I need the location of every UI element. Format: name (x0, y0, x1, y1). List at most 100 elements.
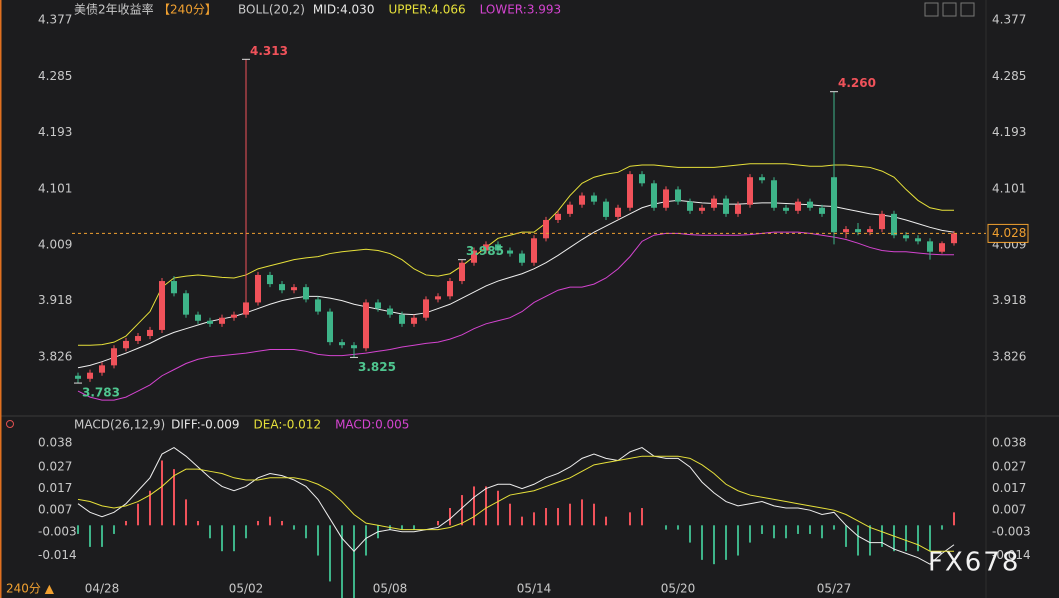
extreme-label: 4.313 (250, 44, 288, 58)
candle-body (891, 213, 897, 236)
candle-body (255, 274, 261, 303)
toolbar (924, 2, 975, 17)
candle-body (171, 281, 177, 294)
candle-body (147, 329, 153, 337)
candle-body (351, 345, 357, 349)
candle-body (843, 229, 849, 233)
legend-item: LOWER:3.993 (480, 3, 562, 17)
settings-icon[interactable] (6, 420, 14, 428)
candle-body (267, 274, 273, 285)
candle-body (159, 281, 165, 330)
y-tick-label: 4.193 (38, 125, 72, 139)
y-tick-label: 0.027 (992, 459, 1026, 473)
candle-body (339, 342, 345, 346)
legend-item: DEA:-0.012 (254, 418, 322, 432)
y-tick-label: 0.017 (38, 481, 72, 495)
legend-item: MACD:0.005 (335, 418, 409, 432)
period-label[interactable]: 【240分】 (158, 3, 217, 17)
x-tick-label: 05/02 (229, 582, 264, 596)
candle-body (723, 198, 729, 214)
candle-body (531, 238, 537, 263)
tool-button[interactable] (960, 2, 975, 17)
candle-body (459, 262, 465, 282)
y-tick-label: 4.285 (38, 69, 72, 83)
candle-body (867, 229, 873, 233)
y-tick-label: 4.193 (992, 125, 1026, 139)
candle-body (519, 253, 525, 263)
legend-item: UPPER:4.066 (388, 3, 465, 17)
candle-body (939, 243, 945, 252)
candle-body (591, 195, 597, 202)
candle-body (387, 308, 393, 315)
candle-body (615, 207, 621, 217)
extreme-label: 3.825 (358, 360, 396, 374)
candle-body (603, 201, 609, 217)
candle-body (195, 314, 201, 321)
legend-item: MID:4.030 (313, 3, 375, 17)
x-tick-label: 05/27 (817, 582, 852, 596)
y-tick-label: 3.826 (992, 349, 1026, 363)
candle-body (327, 311, 333, 343)
indicator-name: MACD(26,12,9) (74, 418, 165, 432)
candle-body (135, 336, 141, 341)
last-price-label: 4.028 (992, 226, 1026, 240)
legend-item: DIFF:-0.009 (171, 418, 239, 432)
candle-body (579, 195, 585, 205)
candle-body (507, 250, 513, 254)
indicator-name: BOLL(20,2) (238, 3, 305, 17)
y-tick-label: -0.003 (38, 524, 77, 538)
candle-body (219, 317, 225, 324)
y-tick-label: 4.285 (992, 69, 1026, 83)
y-tick-label: 0.017 (992, 481, 1026, 495)
y-tick-label: 3.826 (38, 349, 72, 363)
tool-button[interactable] (942, 2, 957, 17)
y-tick-label: 0.007 (992, 503, 1026, 517)
y-tick-label: -0.014 (38, 548, 77, 562)
candle-body (543, 219, 549, 239)
tool-button[interactable] (924, 2, 939, 17)
y-tick-label: 3.918 (992, 293, 1026, 307)
candle-body (75, 375, 81, 379)
candle-body (447, 281, 453, 297)
candle-body (699, 207, 705, 211)
candle-body (375, 302, 381, 309)
candle-body (915, 238, 921, 242)
y-tick-label: 0.038 (992, 436, 1026, 450)
extreme-label: 3.985 (466, 244, 504, 258)
candle-body (555, 213, 561, 220)
candle-body (207, 320, 213, 324)
boll-line (77, 231, 954, 401)
extreme-label: 4.260 (838, 76, 876, 90)
candle-body (471, 250, 477, 263)
candle-body (399, 314, 405, 324)
footer-period[interactable]: 240分 ▲ (6, 582, 55, 596)
candle-body (363, 302, 369, 349)
x-tick-label: 04/28 (85, 582, 120, 596)
candle-body (711, 198, 717, 208)
macd-line (77, 446, 955, 565)
candle-body (675, 189, 681, 202)
candle-body (759, 177, 765, 181)
y-tick-label: 4.101 (992, 181, 1026, 195)
candle-body (639, 174, 645, 184)
candle-body (423, 299, 429, 318)
y-tick-label: -0.014 (992, 548, 1031, 562)
y-tick-label: 0.027 (38, 459, 72, 473)
y-tick-label: -0.003 (992, 524, 1031, 538)
candle-body (879, 213, 885, 230)
candle-body (927, 241, 933, 252)
watermark: FX678 (928, 548, 1020, 578)
candle-body (123, 340, 129, 349)
y-tick-label: 4.377 (992, 13, 1026, 27)
macd-line (77, 455, 954, 552)
candle-body (243, 302, 249, 315)
x-tick-label: 05/20 (661, 582, 696, 596)
candle-body (807, 201, 813, 208)
candle-body (483, 244, 489, 251)
last-price-box (987, 223, 1029, 243)
candle-body (183, 293, 189, 315)
extreme-label: 3.783 (82, 386, 120, 400)
candle-body (495, 244, 501, 251)
